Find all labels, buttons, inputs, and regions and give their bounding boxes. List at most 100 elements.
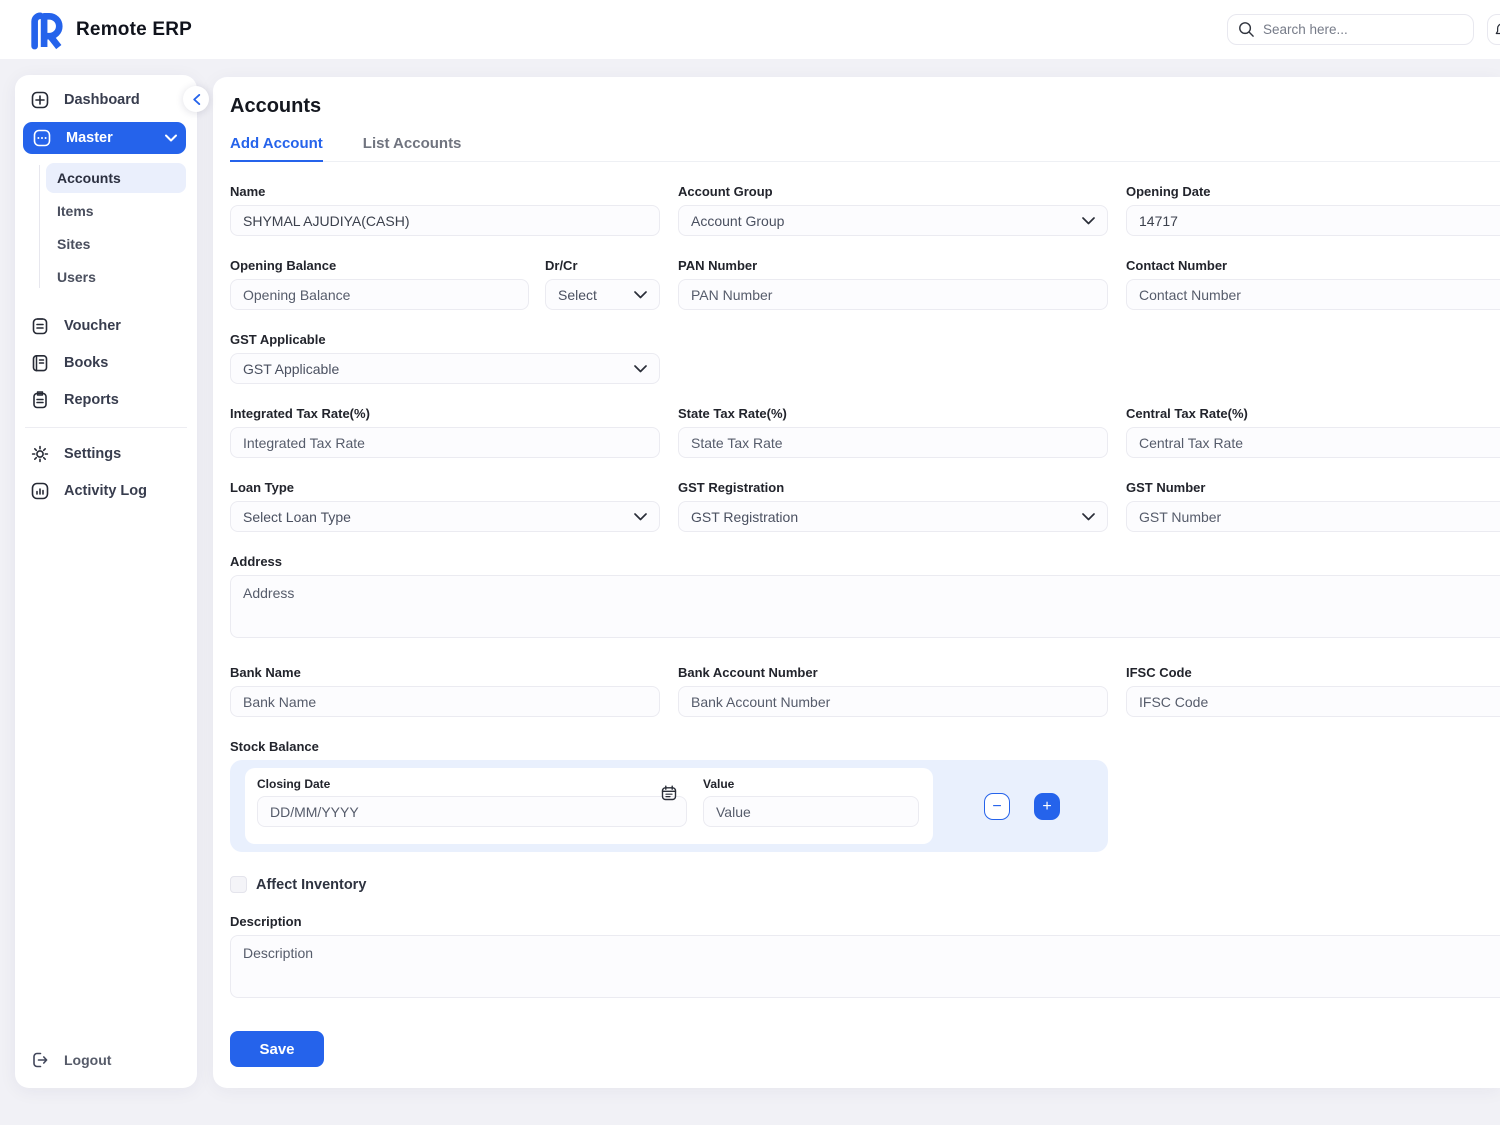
gst-registration-label: GST Registration [678,480,785,495]
description-textarea[interactable] [230,935,1500,998]
contact-number-label: Contact Number [1126,258,1228,273]
sidebar-item-label: Master [66,130,113,146]
field-pan-number: PAN Number [678,258,1108,310]
opening-date-input[interactable] [1126,205,1500,236]
field-name: Name [230,184,660,236]
top-header: Remote ERP [0,0,1500,59]
tab-bar: Add Account List Accounts [230,135,1500,162]
field-description: Description [230,914,1500,1003]
field-bank-account-number: Bank Account Number [678,665,1108,717]
chevron-down-icon [165,134,177,142]
dr-cr-label: Dr/Cr [545,258,578,273]
main-content-card: Accounts Add Account List Accounts Name … [213,77,1500,1088]
tab-add-account[interactable]: Add Account [230,135,323,162]
gst-number-input[interactable] [1126,501,1500,532]
sidebar-item-activity-log[interactable]: Activity Log [15,473,197,509]
gear-icon [31,445,49,463]
field-gst-applicable: GST Applicable GST Applicable [230,332,660,384]
search-icon [1239,22,1254,37]
opening-balance-input[interactable] [230,279,529,310]
central-tax-label: Central Tax Rate(%) [1126,406,1248,421]
chevron-down-icon [1082,216,1095,224]
field-gst-registration: GST Registration GST Registration [678,480,1108,532]
remove-stock-row-button[interactable]: − [984,793,1010,820]
dashboard-icon [31,91,49,108]
sidebar-item-master[interactable]: Master [23,122,186,154]
gst-applicable-select[interactable]: GST Applicable [230,353,660,384]
state-tax-label: State Tax Rate(%) [678,406,787,421]
notification-button[interactable] [1487,14,1500,45]
contact-number-input[interactable] [1126,279,1500,310]
search-input[interactable] [1263,22,1443,37]
sidebar-item-reports[interactable]: Reports [15,382,197,418]
sidebar-subitem-items[interactable]: Items [46,196,186,226]
name-input[interactable] [230,205,660,236]
calendar-icon[interactable] [661,785,677,801]
stock-balance-row: Closing Date Value [245,768,933,844]
field-stock-value: Value [703,777,919,835]
field-opening-date: Opening Date [1126,184,1500,236]
bank-account-number-label: Bank Account Number [678,665,818,680]
books-icon [32,354,48,372]
gst-registration-select[interactable]: GST Registration [678,501,1108,532]
field-central-tax: Central Tax Rate(%) [1126,406,1500,458]
field-contact-number: Contact Number [1126,258,1500,310]
bell-icon [1495,23,1500,34]
integrated-tax-label: Integrated Tax Rate(%) [230,406,370,421]
add-stock-row-button[interactable]: + [1034,793,1060,820]
bank-name-input[interactable] [230,686,660,717]
sidebar-item-label: Dashboard [64,91,140,108]
global-search[interactable] [1227,14,1474,45]
affect-inventory-checkbox[interactable] [230,876,247,893]
tab-list-accounts[interactable]: List Accounts [362,135,462,152]
closing-date-input[interactable] [257,796,687,827]
select-value: GST Registration [691,508,799,525]
state-tax-input[interactable] [678,427,1108,458]
sidebar-divider [25,427,187,428]
brand-name: Remote ERP [76,19,193,40]
chevron-down-icon [634,364,647,372]
sidebar-subitem-accounts[interactable]: Accounts [46,163,186,193]
dr-cr-select[interactable]: Select [545,279,660,310]
affect-inventory-row: Affect Inventory [230,876,1500,893]
sidebar-subitem-sites[interactable]: Sites [46,229,186,259]
gst-number-label: GST Number [1126,480,1206,495]
stock-value-label: Value [703,777,735,791]
page-title: Accounts [230,95,322,117]
central-tax-input[interactable] [1126,427,1500,458]
address-textarea[interactable] [230,575,1500,638]
submenu-connector-line [39,165,40,288]
loan-type-select[interactable]: Select Loan Type [230,501,660,532]
sidebar-item-dashboard[interactable]: Dashboard [15,86,197,113]
field-gst-number: GST Number [1126,480,1500,532]
remote-erp-logo-icon [31,12,63,50]
bank-account-number-input[interactable] [678,686,1108,717]
loan-type-label: Loan Type [230,480,295,495]
affect-inventory-label: Affect Inventory [256,876,367,893]
gst-applicable-label: GST Applicable [230,332,326,347]
sidebar-subitem-users[interactable]: Users [46,262,186,292]
stock-value-input[interactable] [703,796,919,827]
field-integrated-tax: Integrated Tax Rate(%) [230,406,660,458]
sidebar-item-logout[interactable]: Logout [15,1050,197,1070]
integrated-tax-input[interactable] [230,427,660,458]
account-group-label: Account Group [678,184,773,199]
field-closing-date: Closing Date [257,777,687,835]
sidebar-item-settings[interactable]: Settings [15,436,197,472]
pan-number-input[interactable] [678,279,1108,310]
sidebar-item-label: Logout [64,1052,112,1068]
master-icon [33,129,51,147]
ifsc-code-input[interactable] [1126,686,1500,717]
pan-number-label: PAN Number [678,258,758,273]
subitem-label: Accounts [57,170,121,186]
chevron-left-icon [192,93,200,105]
chevron-down-icon [634,512,647,520]
logout-icon [33,1052,48,1068]
account-group-select[interactable]: Account Group [678,205,1108,236]
sidebar-item-voucher[interactable]: Voucher [15,308,197,344]
field-dr-cr: Dr/Cr Select [545,258,660,310]
sidebar-item-books[interactable]: Books [15,345,197,381]
subitem-label: Items [57,203,94,219]
sidebar-collapse-button[interactable] [183,86,209,112]
save-button[interactable]: Save [230,1031,324,1067]
